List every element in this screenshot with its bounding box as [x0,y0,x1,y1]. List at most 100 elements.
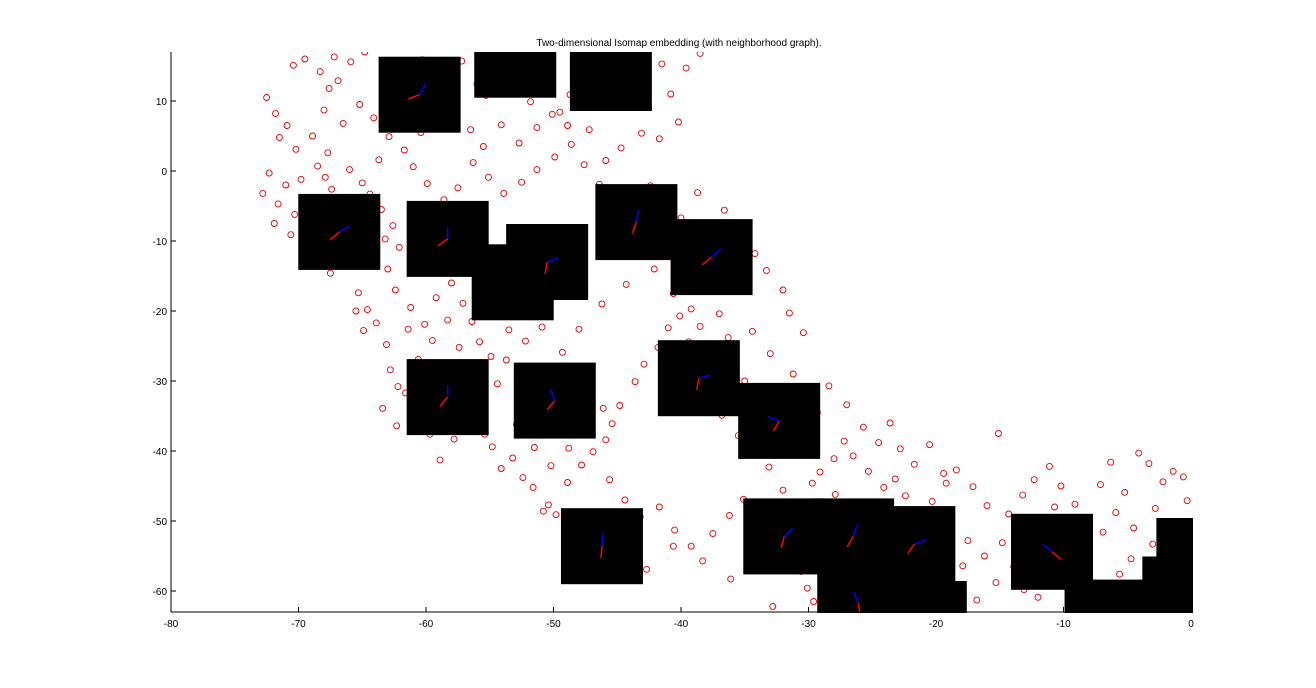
data-point [1151,504,1159,512]
data-point [785,309,793,317]
data-point [825,382,833,390]
chart-title: Two-dimensional Isomap embedding (with n… [536,38,821,49]
x-tick-label: -40 [674,619,689,630]
data-point [1019,491,1027,499]
data-point [455,343,463,351]
data-point [896,445,904,453]
data-point [287,231,295,239]
image-tile [560,508,643,585]
image-tile-background [569,52,652,111]
data-point [779,286,787,294]
data-point [518,178,526,186]
data-point [1179,473,1187,481]
data-point [779,486,787,494]
data-point [658,60,666,68]
data-point [497,121,505,129]
data-point [326,269,334,277]
data-point [360,327,367,335]
data-point [1127,555,1135,563]
blue-arrow-mark [711,248,722,258]
data-point [602,157,610,164]
data-point [375,156,383,164]
data-point [992,579,1000,587]
data-point [529,483,537,491]
data-point [727,575,735,583]
data-point [1071,500,1079,508]
data-point [910,460,918,468]
data-point [533,124,541,132]
image-tile [884,581,967,613]
data-point [476,338,483,346]
data-point [356,101,364,108]
data-point [505,326,513,334]
data-point [469,159,477,167]
data-point [901,492,909,500]
blue-arrow-mark [852,524,858,537]
blue-arrow-mark [1042,543,1053,553]
data-point [849,452,857,460]
data-point [696,52,704,57]
red-arrow-mark [439,396,449,407]
data-point [640,360,648,368]
data-point [544,501,552,509]
data-point [998,539,1006,547]
data-point [1149,540,1157,548]
data-point [325,84,333,92]
data-point [407,304,415,311]
data-point [292,145,300,153]
blue-arrow-mark [767,416,780,422]
data-point [578,461,585,469]
data-point [289,61,297,69]
data-point [810,598,818,605]
image-tile [1142,556,1193,613]
red-arrow-mark [1051,551,1062,561]
data-point [1046,462,1053,470]
data-point [409,163,417,171]
image-tile [743,498,826,575]
data-point [314,162,322,170]
data-point [602,436,610,444]
data-point [622,280,630,288]
data-point [765,463,773,471]
data-point [346,166,353,174]
data-point [347,58,355,66]
image-tile [474,52,557,98]
data-point [843,401,851,409]
data-point [454,184,462,192]
data-point [580,161,588,169]
data-point [564,479,571,486]
image-tile-background [474,52,557,98]
data-point [391,286,399,294]
image-tile [595,184,678,261]
data-point [394,383,402,391]
data-point [265,169,273,177]
data-point [1034,593,1042,601]
data-point [552,511,560,519]
data-point [384,265,392,273]
data-point [291,210,299,218]
data-point [567,140,575,148]
blue-arrow-mark [853,592,859,604]
data-point [667,90,675,98]
x-tick-label: -20 [929,619,944,630]
data-point [282,181,290,189]
data-point [769,602,777,610]
data-point [538,323,546,331]
data-point [694,189,702,197]
data-point [1169,467,1177,475]
data-point [423,180,431,188]
data-point [928,497,936,505]
data-point [1145,460,1153,468]
data-point [321,173,329,181]
image-tile [569,52,652,111]
data-point [687,542,695,550]
data-point [1099,528,1107,536]
data-point [428,336,436,344]
data-point [548,110,556,118]
red-arrow-mark [696,378,700,391]
red-arrow-mark [772,420,780,432]
data-point [830,455,838,463]
data-point [533,166,541,174]
data-point [436,456,444,464]
data-point [1159,478,1167,486]
